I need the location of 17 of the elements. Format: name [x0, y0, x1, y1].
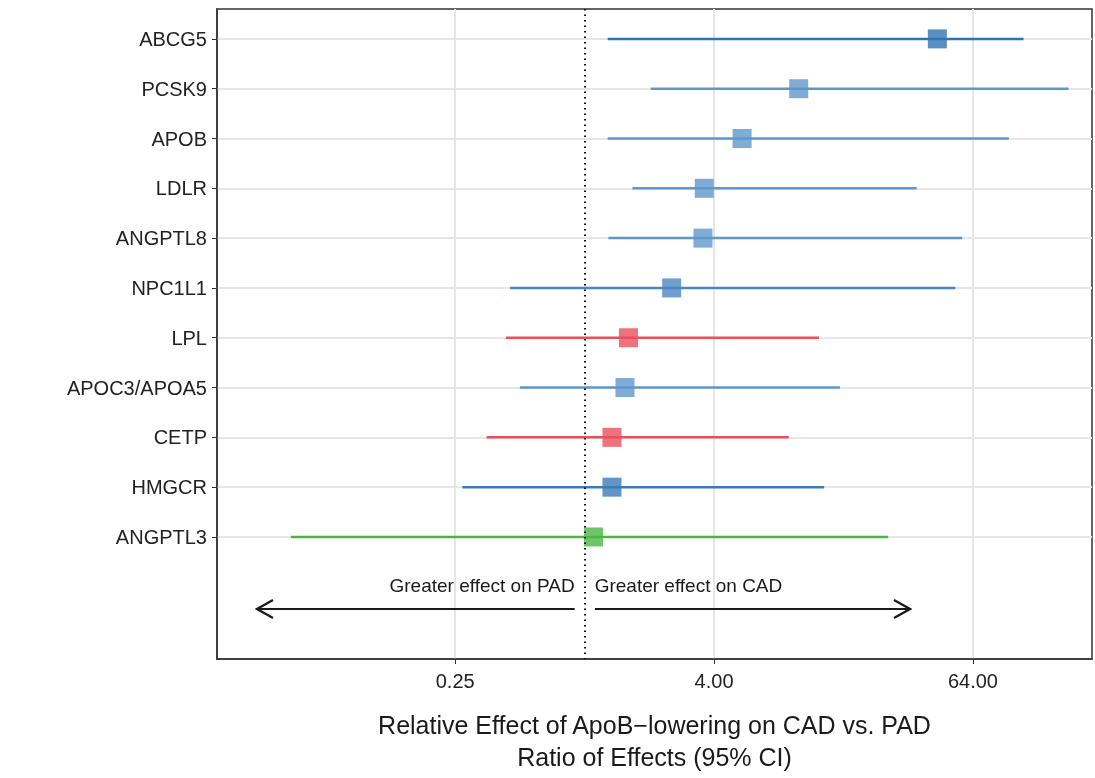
x-tick-label: 0.25 [435, 670, 475, 692]
x-axis-title: Relative Effect of ApoB−lowering on CAD vs. PAD Ratio of Effects (95% CI) [378, 711, 931, 771]
y-tick-label: APOC3/APOA5 [66, 376, 207, 399]
y-tick-label: ANGPTL8 [115, 227, 207, 250]
y-tick-label: LPL [171, 326, 207, 349]
y-tick-label: LDLR [155, 177, 207, 200]
y-tick-label: ANGPTL3 [115, 525, 207, 548]
y-tick-label: HMGCR [131, 476, 207, 499]
y-tick-label: NPC1L1 [131, 276, 207, 299]
text: Greater effect on CAD [594, 574, 783, 596]
y-tick-label: PCSK9 [141, 77, 207, 100]
x-tick-label: 64.00 [947, 670, 998, 692]
y-tick-label: APOB [151, 127, 207, 150]
x-tick-label: 4.00 [694, 670, 734, 692]
y-tick-label: CETP [153, 426, 207, 449]
text: Greater effect on PAD [389, 574, 575, 596]
y-tick-label: ABCG5 [139, 27, 207, 50]
